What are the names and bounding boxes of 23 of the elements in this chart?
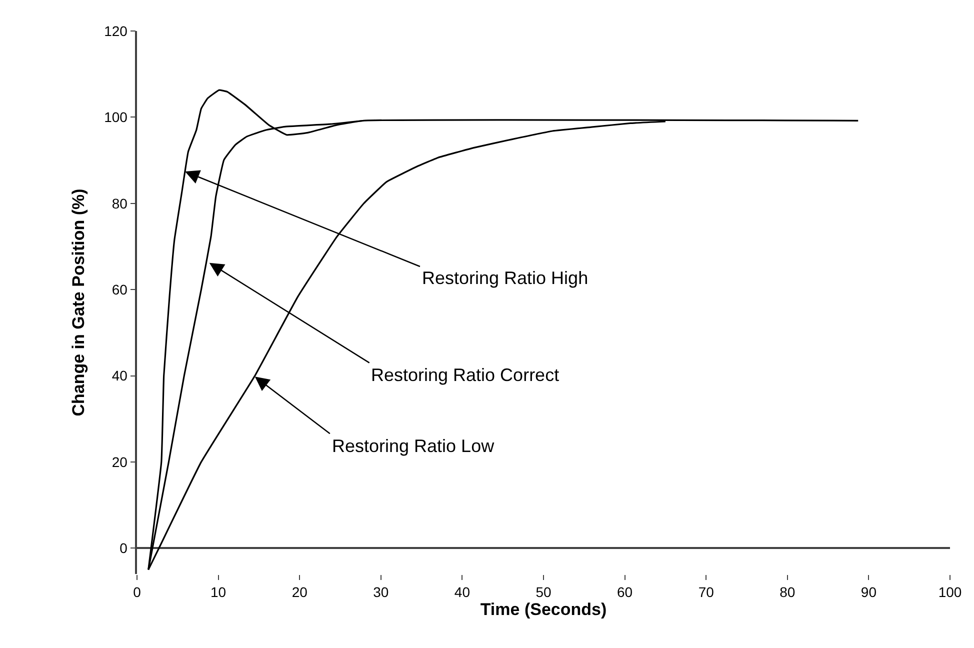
y-tick-label: 20 <box>112 454 128 470</box>
x-tick-label: 30 <box>373 584 389 600</box>
y-tick-label: 100 <box>104 109 128 126</box>
x-tick-label: 10 <box>210 584 226 600</box>
x-tick-label: 20 <box>292 584 308 600</box>
y-tick-label: 0 <box>120 540 128 556</box>
y-tick-label: 40 <box>112 368 128 384</box>
x-tick-label: 90 <box>860 584 877 600</box>
x-tick-label: 70 <box>698 584 714 600</box>
y-tick-label: 80 <box>112 195 128 212</box>
y-tick-label: 120 <box>104 22 128 39</box>
y-tick-label: 60 <box>112 281 128 298</box>
annotation: Restoring Ratio Correct <box>371 365 560 385</box>
x-tick-label: 60 <box>617 584 633 600</box>
x-tick-label: 0 <box>133 584 142 600</box>
x-tick-label: 40 <box>454 584 470 600</box>
y-axis-title: Change in Gate Position (%) <box>69 188 88 416</box>
annotation: Restoring Ratio High <box>422 268 588 288</box>
x-tick-label: 80 <box>780 584 796 600</box>
x-tick-label: 100 <box>938 584 962 600</box>
x-tick-label: 50 <box>536 584 552 600</box>
annotation: Restoring Ratio Low <box>332 436 496 456</box>
x-axis-title: Time (Seconds) <box>480 600 607 619</box>
